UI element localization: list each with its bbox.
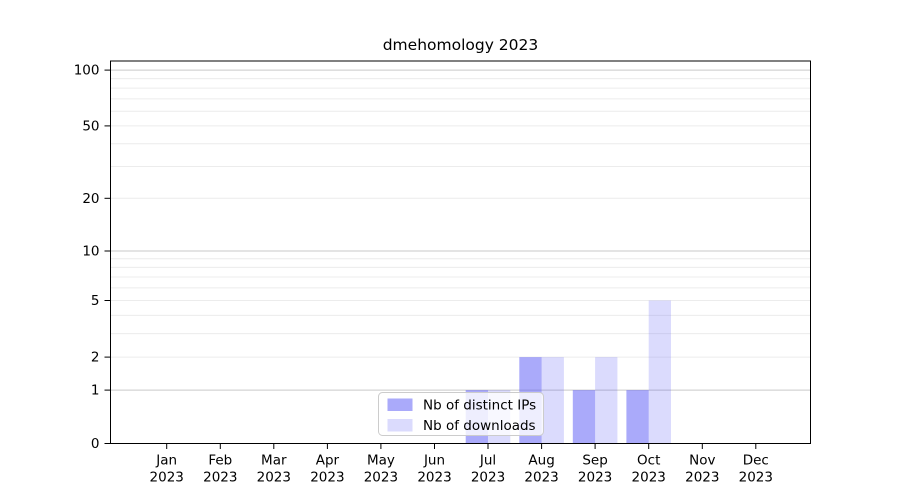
x-tick-label-month: Mar	[261, 453, 287, 469]
x-tick-label-year: 2023	[310, 470, 344, 486]
bar-distinct-ips-oct	[626, 390, 649, 444]
bar-distinct-ips-sep	[572, 390, 596, 444]
x-tick-label-year: 2023	[364, 470, 398, 486]
x-tick-label-month: May	[367, 453, 395, 469]
x-tick-label-month: Oct	[637, 453, 660, 469]
x-tick-label-year: 2023	[685, 470, 719, 486]
x-tick-label-year: 2023	[632, 470, 666, 486]
x-tick-label-year: 2023	[578, 470, 612, 486]
x-tick-label-month: Jan	[155, 453, 177, 469]
x-tick-label-month: Jun	[423, 453, 445, 469]
x-tick-label-year: 2023	[203, 470, 237, 486]
y-tick-label: 100	[74, 63, 100, 79]
x-tick-label-month: Jul	[479, 453, 496, 469]
y-tick-label: 1	[91, 383, 100, 399]
x-tick-label-month: Aug	[528, 453, 554, 469]
legend-swatch-downloads	[387, 419, 413, 432]
x-tick-label-month: Sep	[582, 453, 607, 469]
legend-box	[378, 392, 544, 436]
y-tick-label: 5	[91, 293, 100, 309]
legend-swatch-distinct-ips	[387, 398, 413, 411]
x-tick-label-year: 2023	[257, 470, 291, 486]
x-tick-label-month: Dec	[743, 453, 769, 469]
x-tick-label-year: 2023	[524, 470, 558, 486]
y-tick-label: 10	[82, 244, 99, 260]
x-tick-label-year: 2023	[150, 470, 184, 486]
bar-downloads-oct	[648, 300, 671, 444]
legend-label: Nb of distinct IPs	[423, 398, 536, 414]
x-tick-label-month: Feb	[208, 453, 232, 469]
y-tick-label: 20	[82, 191, 99, 207]
y-tick-label: 50	[82, 118, 99, 134]
bar-downloads-aug	[541, 357, 564, 444]
x-tick-label-month: Apr	[316, 453, 340, 469]
x-tick-label-year: 2023	[471, 470, 505, 486]
plot-border	[110, 60, 811, 444]
legend-label: Nb of downloads	[423, 418, 536, 434]
y-tick-label: 0	[91, 436, 100, 452]
bar-downloads-sep	[595, 357, 618, 444]
x-tick-label-year: 2023	[417, 470, 451, 486]
y-tick-label: 2	[91, 350, 100, 366]
x-tick-label-month: Nov	[689, 453, 715, 469]
x-tick-label-year: 2023	[739, 470, 773, 486]
